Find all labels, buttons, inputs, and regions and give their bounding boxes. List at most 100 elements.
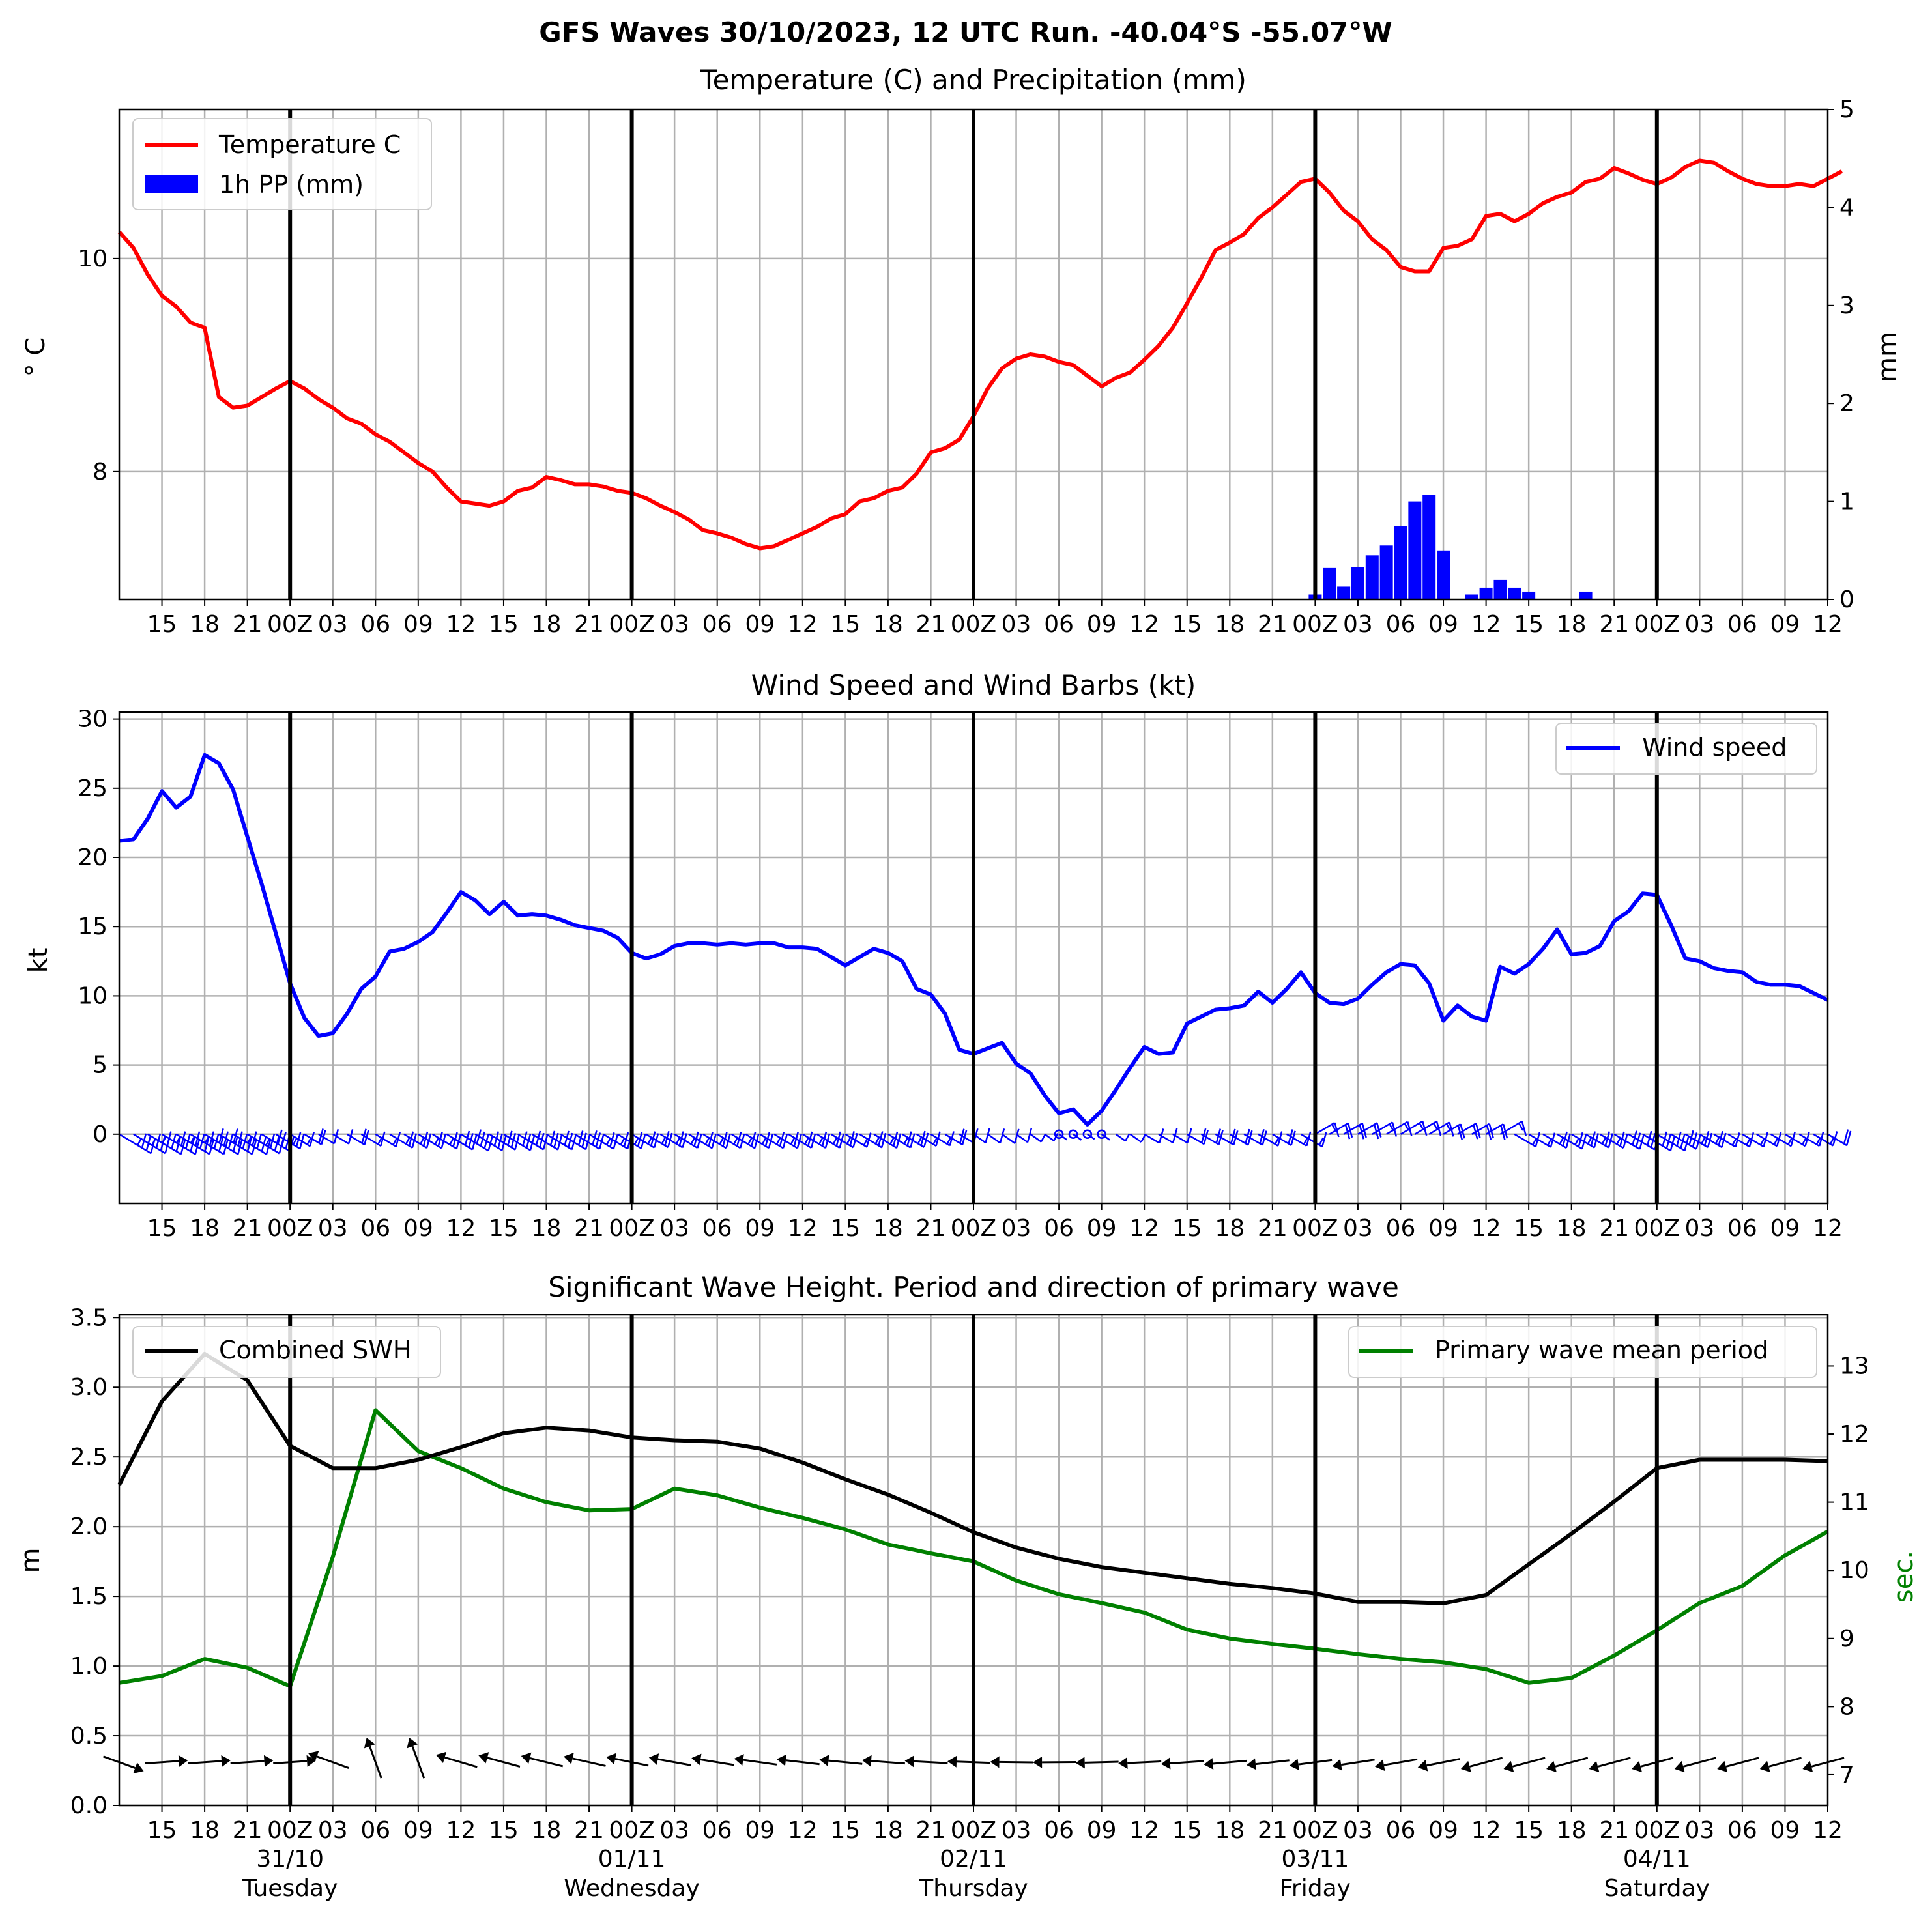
x-tick-label: 06 xyxy=(1727,611,1757,638)
x-tick-label: 15 xyxy=(489,1215,519,1242)
x-tick-label: 18 xyxy=(873,1215,903,1242)
x-tick-label: 21 xyxy=(1599,1215,1629,1242)
y-tick-label: 30 xyxy=(78,706,108,733)
x-tick-label: 18 xyxy=(190,1215,220,1242)
period-ylabel: sec. xyxy=(1889,1551,1919,1603)
y-tick-label: 10 xyxy=(78,246,108,272)
y-tick-label: 10 xyxy=(78,983,108,1009)
x-tick-label: 18 xyxy=(873,1817,903,1844)
x-tick-label: 06 xyxy=(702,611,732,638)
wave-direction-arrow xyxy=(990,1756,1033,1768)
x-tick-label: 00Z xyxy=(609,1817,654,1844)
y-tick-label: 13 xyxy=(1839,1353,1869,1379)
wave-direction-arrow xyxy=(1290,1759,1332,1770)
x-tick-label: 12 xyxy=(788,1215,818,1242)
x-tick-label: 03 xyxy=(1002,1215,1031,1242)
x-tick-label: 12 xyxy=(446,1215,476,1242)
x-tick-label: 15 xyxy=(1514,1817,1544,1844)
precip-bars xyxy=(1308,495,1592,599)
y-tick-label: 5 xyxy=(93,1052,108,1079)
legend-period: Primary wave mean period xyxy=(1435,1336,1768,1364)
wind-panel-title: Wind Speed and Wind Barbs (kt) xyxy=(751,669,1196,701)
x-tick-label: 21 xyxy=(1258,1817,1288,1844)
x-tick-label: 18 xyxy=(532,611,562,638)
period-legend: Primary wave mean period xyxy=(1349,1327,1817,1377)
x-tick-label: 21 xyxy=(1599,1817,1629,1844)
y-tick-label: 20 xyxy=(78,844,108,871)
day-weekday-label: Wednesday xyxy=(564,1875,699,1902)
x-tick-label: 09 xyxy=(403,1215,433,1242)
y-tick-label: 8 xyxy=(1839,1693,1854,1720)
x-tick-label: 12 xyxy=(1129,611,1159,638)
x-tick-label: 06 xyxy=(1044,611,1074,638)
day-labels: 31/10Tuesday01/11Wednesday02/11Thursday0… xyxy=(242,1846,1710,1902)
y-tick-label: 5 xyxy=(1839,96,1854,123)
x-tick-label: 12 xyxy=(1129,1817,1159,1844)
x-tick-label: 15 xyxy=(830,611,860,638)
x-tick-label: 09 xyxy=(403,611,433,638)
x-tick-label: 03 xyxy=(1343,1215,1373,1242)
wind-barb-staff xyxy=(1030,1134,1041,1142)
x-tick-label: 09 xyxy=(745,1817,775,1844)
x-tick-label: 09 xyxy=(403,1817,433,1844)
day-weekday-label: Tuesday xyxy=(242,1875,338,1902)
x-tick-label: 09 xyxy=(1087,611,1117,638)
y-tick-label: 15 xyxy=(78,913,108,940)
x-tick-label: 00Z xyxy=(1292,1817,1338,1844)
x-tick-label: 15 xyxy=(1172,1215,1202,1242)
x-tick-label: 12 xyxy=(788,611,818,638)
wave-direction-arrow xyxy=(407,1738,424,1778)
x-tick-label: 09 xyxy=(1428,1817,1458,1844)
x-tick-label: 00Z xyxy=(609,611,654,638)
day-date-label: 01/11 xyxy=(598,1846,666,1873)
wave-direction-arrow xyxy=(564,1753,605,1766)
day-date-label: 02/11 xyxy=(940,1846,1007,1873)
x-tick-label: 15 xyxy=(147,1215,177,1242)
x-tick-label: 09 xyxy=(1428,1215,1458,1242)
wave-direction-arrow xyxy=(1076,1757,1119,1768)
temperature-line xyxy=(119,161,1842,549)
legend-temperature: Temperature C xyxy=(218,130,401,159)
wind-barb-staff xyxy=(1016,1134,1028,1142)
wave-direction-arrow xyxy=(1461,1758,1503,1772)
wave-direction-arrow xyxy=(606,1753,648,1766)
wind-barb-staff xyxy=(1045,1134,1054,1141)
wave-direction-arrow xyxy=(478,1752,520,1766)
wave-direction-arrow xyxy=(308,1751,349,1768)
x-tick-label: 00Z xyxy=(267,1215,313,1242)
day-weekday-label: Saturday xyxy=(1604,1875,1710,1902)
x-tick-label: 21 xyxy=(574,1215,604,1242)
wave-direction-arrow xyxy=(1375,1759,1417,1771)
x-tick-label: 12 xyxy=(788,1817,818,1844)
wave-direction-arrow xyxy=(947,1756,990,1768)
x-tick-label: 18 xyxy=(1557,611,1587,638)
y-tick-label: 2.5 xyxy=(70,1444,108,1471)
wind-barb-staff xyxy=(1130,1134,1141,1142)
x-tick-label: 12 xyxy=(1813,1215,1843,1242)
x-tick-label: 06 xyxy=(702,1215,732,1242)
precip-bar xyxy=(1323,568,1336,599)
wave-direction-arrow xyxy=(1675,1758,1716,1772)
day-date-label: 03/11 xyxy=(1282,1846,1349,1873)
precip-bar xyxy=(1493,580,1507,599)
wave-direction-arrow xyxy=(231,1755,274,1767)
x-tick-label: 18 xyxy=(1557,1215,1587,1242)
y-tick-label: 8 xyxy=(93,459,108,485)
day-weekday-label: Thursday xyxy=(918,1875,1028,1902)
wave-direction-arrow xyxy=(1717,1758,1759,1772)
x-tick-label: 21 xyxy=(574,611,604,638)
x-tick-label: 00Z xyxy=(267,1817,313,1844)
x-tick-label: 21 xyxy=(916,1215,946,1242)
wind-ylabel: kt xyxy=(23,948,53,973)
y-tick-label: 0.5 xyxy=(70,1723,108,1749)
x-tick-label: 12 xyxy=(1813,1817,1843,1844)
x-tick-label: 00Z xyxy=(609,1215,654,1242)
x-tick-label: 06 xyxy=(1727,1817,1757,1844)
y-tick-label: 1 xyxy=(1839,489,1854,515)
precip-bar xyxy=(1380,545,1393,599)
day-weekday-label: Friday xyxy=(1280,1875,1351,1902)
